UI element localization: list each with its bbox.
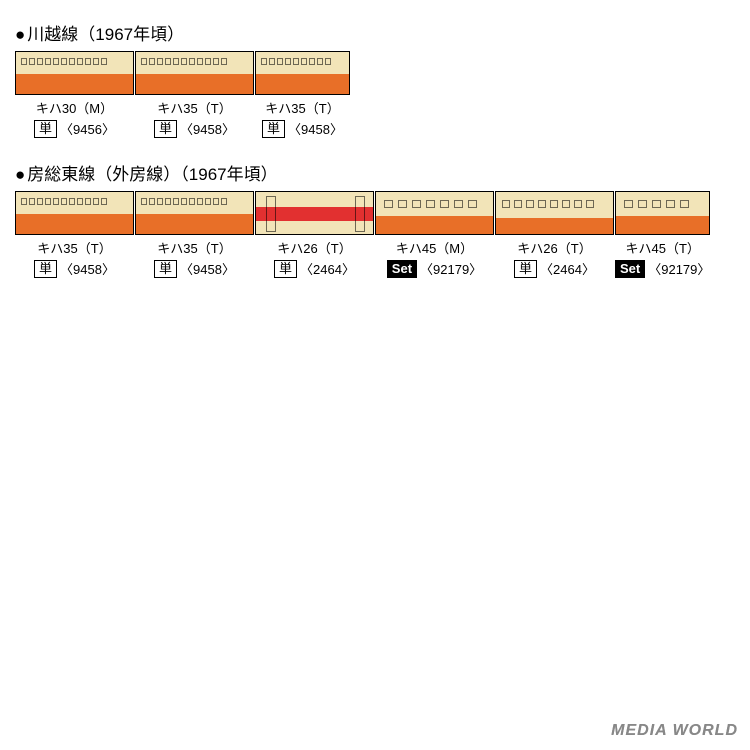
car-model-label: キハ35（T） xyxy=(157,238,231,257)
car-tag-row: 単〈9456〉 xyxy=(34,119,115,138)
car-body xyxy=(375,191,494,235)
product-number: 〈92179〉 xyxy=(648,259,710,278)
product-number: 〈9458〉 xyxy=(288,119,343,138)
car-tag-row: Set〈92179〉 xyxy=(615,259,710,278)
car-body xyxy=(495,191,614,235)
tag-tan: 単 xyxy=(34,120,57,138)
formation-section: 川越線（1967年頃）キハ30（M）単〈9456〉キハ35（T）単〈9458〉キ… xyxy=(15,20,735,138)
product-number: 〈9458〉 xyxy=(60,259,115,278)
car-model-label: キハ45（T） xyxy=(625,238,699,257)
car-tag-row: 単〈9458〉 xyxy=(262,119,343,138)
car-tag-row: 単〈9458〉 xyxy=(154,259,235,278)
car-unit: キハ30（M） 単〈9456〉 xyxy=(15,51,134,138)
car-body xyxy=(255,191,374,235)
product-number: 〈2464〉 xyxy=(300,259,355,278)
section-title: 房総東線（外房線）（1967年頃） xyxy=(15,160,735,185)
car-unit: キハ35（T） 単〈9458〉 xyxy=(15,191,134,278)
car-unit: キハ35（T） 単〈9458〉 xyxy=(135,51,254,138)
car-unit: キハ35（T） 単〈9458〉 xyxy=(255,51,350,138)
car-body xyxy=(135,191,254,235)
car-tag-row: 単〈9458〉 xyxy=(34,259,115,278)
car-body xyxy=(255,51,350,95)
car-unit: キハ26（T） 単〈2464〉 xyxy=(255,191,374,278)
tag-tan: 単 xyxy=(274,260,297,278)
car-model-label: キハ26（T） xyxy=(277,238,351,257)
car-tag-row: 単〈2464〉 xyxy=(514,259,595,278)
product-number: 〈9456〉 xyxy=(60,119,115,138)
tag-set: Set xyxy=(615,260,645,278)
car-body xyxy=(15,191,134,235)
tag-tan: 単 xyxy=(262,120,285,138)
section-title: 川越線（1967年頃） xyxy=(15,20,735,45)
product-number: 〈9458〉 xyxy=(180,119,235,138)
car-model-label: キハ26（T） xyxy=(517,238,591,257)
formation-section: 房総東線（外房線）（1967年頃）キハ35（T）単〈9458〉キハ35（T）単〈… xyxy=(15,160,735,278)
car-model-label: キハ35（T） xyxy=(37,238,111,257)
tag-tan: 単 xyxy=(154,260,177,278)
tag-tan: 単 xyxy=(514,260,537,278)
car-model-label: キハ30（M） xyxy=(36,98,113,117)
tag-tan: 単 xyxy=(154,120,177,138)
car-body xyxy=(15,51,134,95)
car-model-label: キハ45（M） xyxy=(396,238,473,257)
car-model-label: キハ35（T） xyxy=(265,98,339,117)
car-tag-row: Set〈92179〉 xyxy=(387,259,482,278)
car-tag-row: 単〈9458〉 xyxy=(154,119,235,138)
car-model-label: キハ35（T） xyxy=(157,98,231,117)
car-body xyxy=(135,51,254,95)
car-unit: キハ45（T） Set〈92179〉 xyxy=(615,191,710,278)
product-number: 〈9458〉 xyxy=(180,259,235,278)
tag-tan: 単 xyxy=(34,260,57,278)
car-unit: キハ45（M） Set〈92179〉 xyxy=(375,191,494,278)
car-unit: キハ26（T） 単〈2464〉 xyxy=(495,191,614,278)
car-body xyxy=(615,191,710,235)
product-number: 〈2464〉 xyxy=(540,259,595,278)
tag-set: Set xyxy=(387,260,417,278)
car-row: キハ35（T）単〈9458〉キハ35（T）単〈9458〉キハ26（T）単〈246… xyxy=(15,191,735,278)
watermark-text: MEDIA WORLD xyxy=(611,722,738,740)
car-tag-row: 単〈2464〉 xyxy=(274,259,355,278)
product-number: 〈92179〉 xyxy=(420,259,482,278)
car-row: キハ30（M）単〈9456〉キハ35（T）単〈9458〉キハ35（T）単〈945… xyxy=(15,51,735,138)
car-unit: キハ35（T） 単〈9458〉 xyxy=(135,191,254,278)
